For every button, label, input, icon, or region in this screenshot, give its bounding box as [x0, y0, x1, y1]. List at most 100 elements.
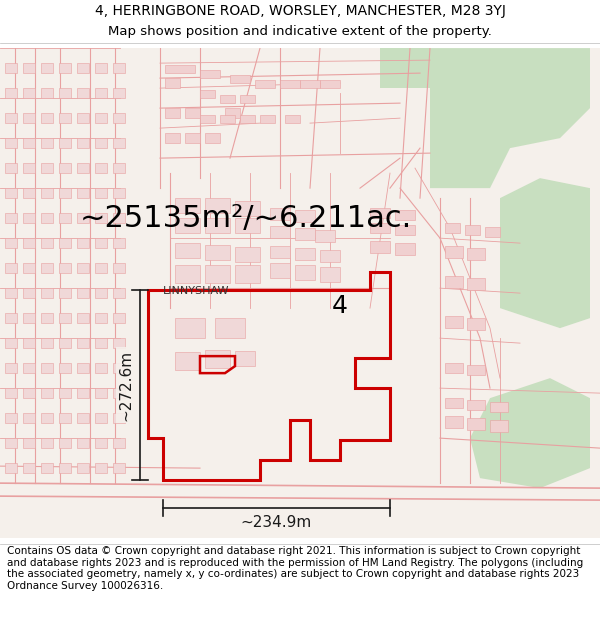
Bar [95, 388, 107, 398]
Bar [220, 115, 235, 123]
Bar [23, 238, 35, 248]
Bar [41, 313, 53, 323]
Bar [59, 213, 71, 223]
Bar [41, 263, 53, 273]
Bar [445, 363, 463, 373]
Bar [95, 338, 107, 348]
Bar [23, 263, 35, 273]
Bar [23, 63, 35, 73]
Bar [23, 413, 35, 423]
Bar [41, 338, 53, 348]
Bar [77, 263, 89, 273]
Bar [23, 388, 35, 398]
Bar [205, 350, 230, 368]
Bar [200, 70, 220, 78]
Bar [113, 113, 125, 123]
Bar [23, 138, 35, 148]
Bar [320, 80, 340, 88]
Bar [395, 243, 415, 255]
Bar [41, 63, 53, 73]
Text: Contains OS data © Crown copyright and database right 2021. This information is : Contains OS data © Crown copyright and d… [7, 546, 583, 591]
Bar [260, 115, 275, 123]
Bar [175, 318, 205, 338]
Bar [95, 438, 107, 448]
Bar [485, 227, 500, 237]
Bar [113, 438, 125, 448]
Bar [77, 63, 89, 73]
Bar [445, 398, 463, 408]
Bar [95, 63, 107, 73]
Bar [5, 463, 17, 473]
Bar [205, 265, 230, 283]
Bar [95, 138, 107, 148]
Bar [113, 213, 125, 223]
Bar [59, 463, 71, 473]
Bar [5, 413, 17, 423]
Bar [200, 115, 215, 123]
Bar [5, 63, 17, 73]
Bar [95, 213, 107, 223]
Bar [59, 138, 71, 148]
Bar [445, 223, 460, 233]
Bar [270, 208, 290, 220]
Bar [59, 63, 71, 73]
Bar [77, 113, 89, 123]
Bar [165, 65, 195, 73]
Bar [5, 388, 17, 398]
Bar [235, 218, 260, 233]
Bar [23, 213, 35, 223]
Bar [77, 463, 89, 473]
Bar [5, 163, 17, 173]
Bar [41, 288, 53, 298]
Bar [467, 318, 485, 330]
Bar [467, 418, 485, 430]
Text: ~25135m²/~6.211ac.: ~25135m²/~6.211ac. [80, 204, 412, 232]
Bar [5, 238, 17, 248]
Bar [23, 188, 35, 198]
Bar [445, 246, 463, 258]
Bar [175, 352, 200, 370]
Bar [490, 420, 508, 432]
Bar [59, 238, 71, 248]
Bar [467, 248, 485, 260]
Bar [41, 363, 53, 373]
Bar [235, 247, 260, 262]
Bar [165, 133, 180, 143]
Bar [295, 210, 315, 222]
Bar [59, 438, 71, 448]
Text: Map shows position and indicative extent of the property.: Map shows position and indicative extent… [108, 26, 492, 38]
Bar [5, 288, 17, 298]
Bar [490, 402, 508, 412]
Bar [5, 338, 17, 348]
Bar [113, 463, 125, 473]
Bar [295, 228, 315, 240]
Bar [315, 230, 335, 242]
Bar [95, 263, 107, 273]
Bar [235, 201, 260, 216]
Bar [205, 198, 230, 213]
Bar [235, 265, 260, 283]
Bar [41, 188, 53, 198]
Bar [41, 138, 53, 148]
Bar [185, 108, 200, 118]
Bar [41, 463, 53, 473]
Bar [320, 250, 340, 262]
Bar [95, 238, 107, 248]
Bar [59, 338, 71, 348]
Bar [59, 188, 71, 198]
Bar [77, 188, 89, 198]
Bar [23, 313, 35, 323]
Bar [77, 388, 89, 398]
Bar [77, 313, 89, 323]
Bar [270, 226, 290, 238]
Bar [113, 238, 125, 248]
Bar [113, 388, 125, 398]
Bar [175, 243, 200, 258]
Bar [41, 213, 53, 223]
Bar [5, 363, 17, 373]
Bar [215, 318, 245, 338]
Bar [270, 263, 290, 278]
Bar [5, 113, 17, 123]
Bar [280, 80, 300, 88]
Bar [95, 163, 107, 173]
